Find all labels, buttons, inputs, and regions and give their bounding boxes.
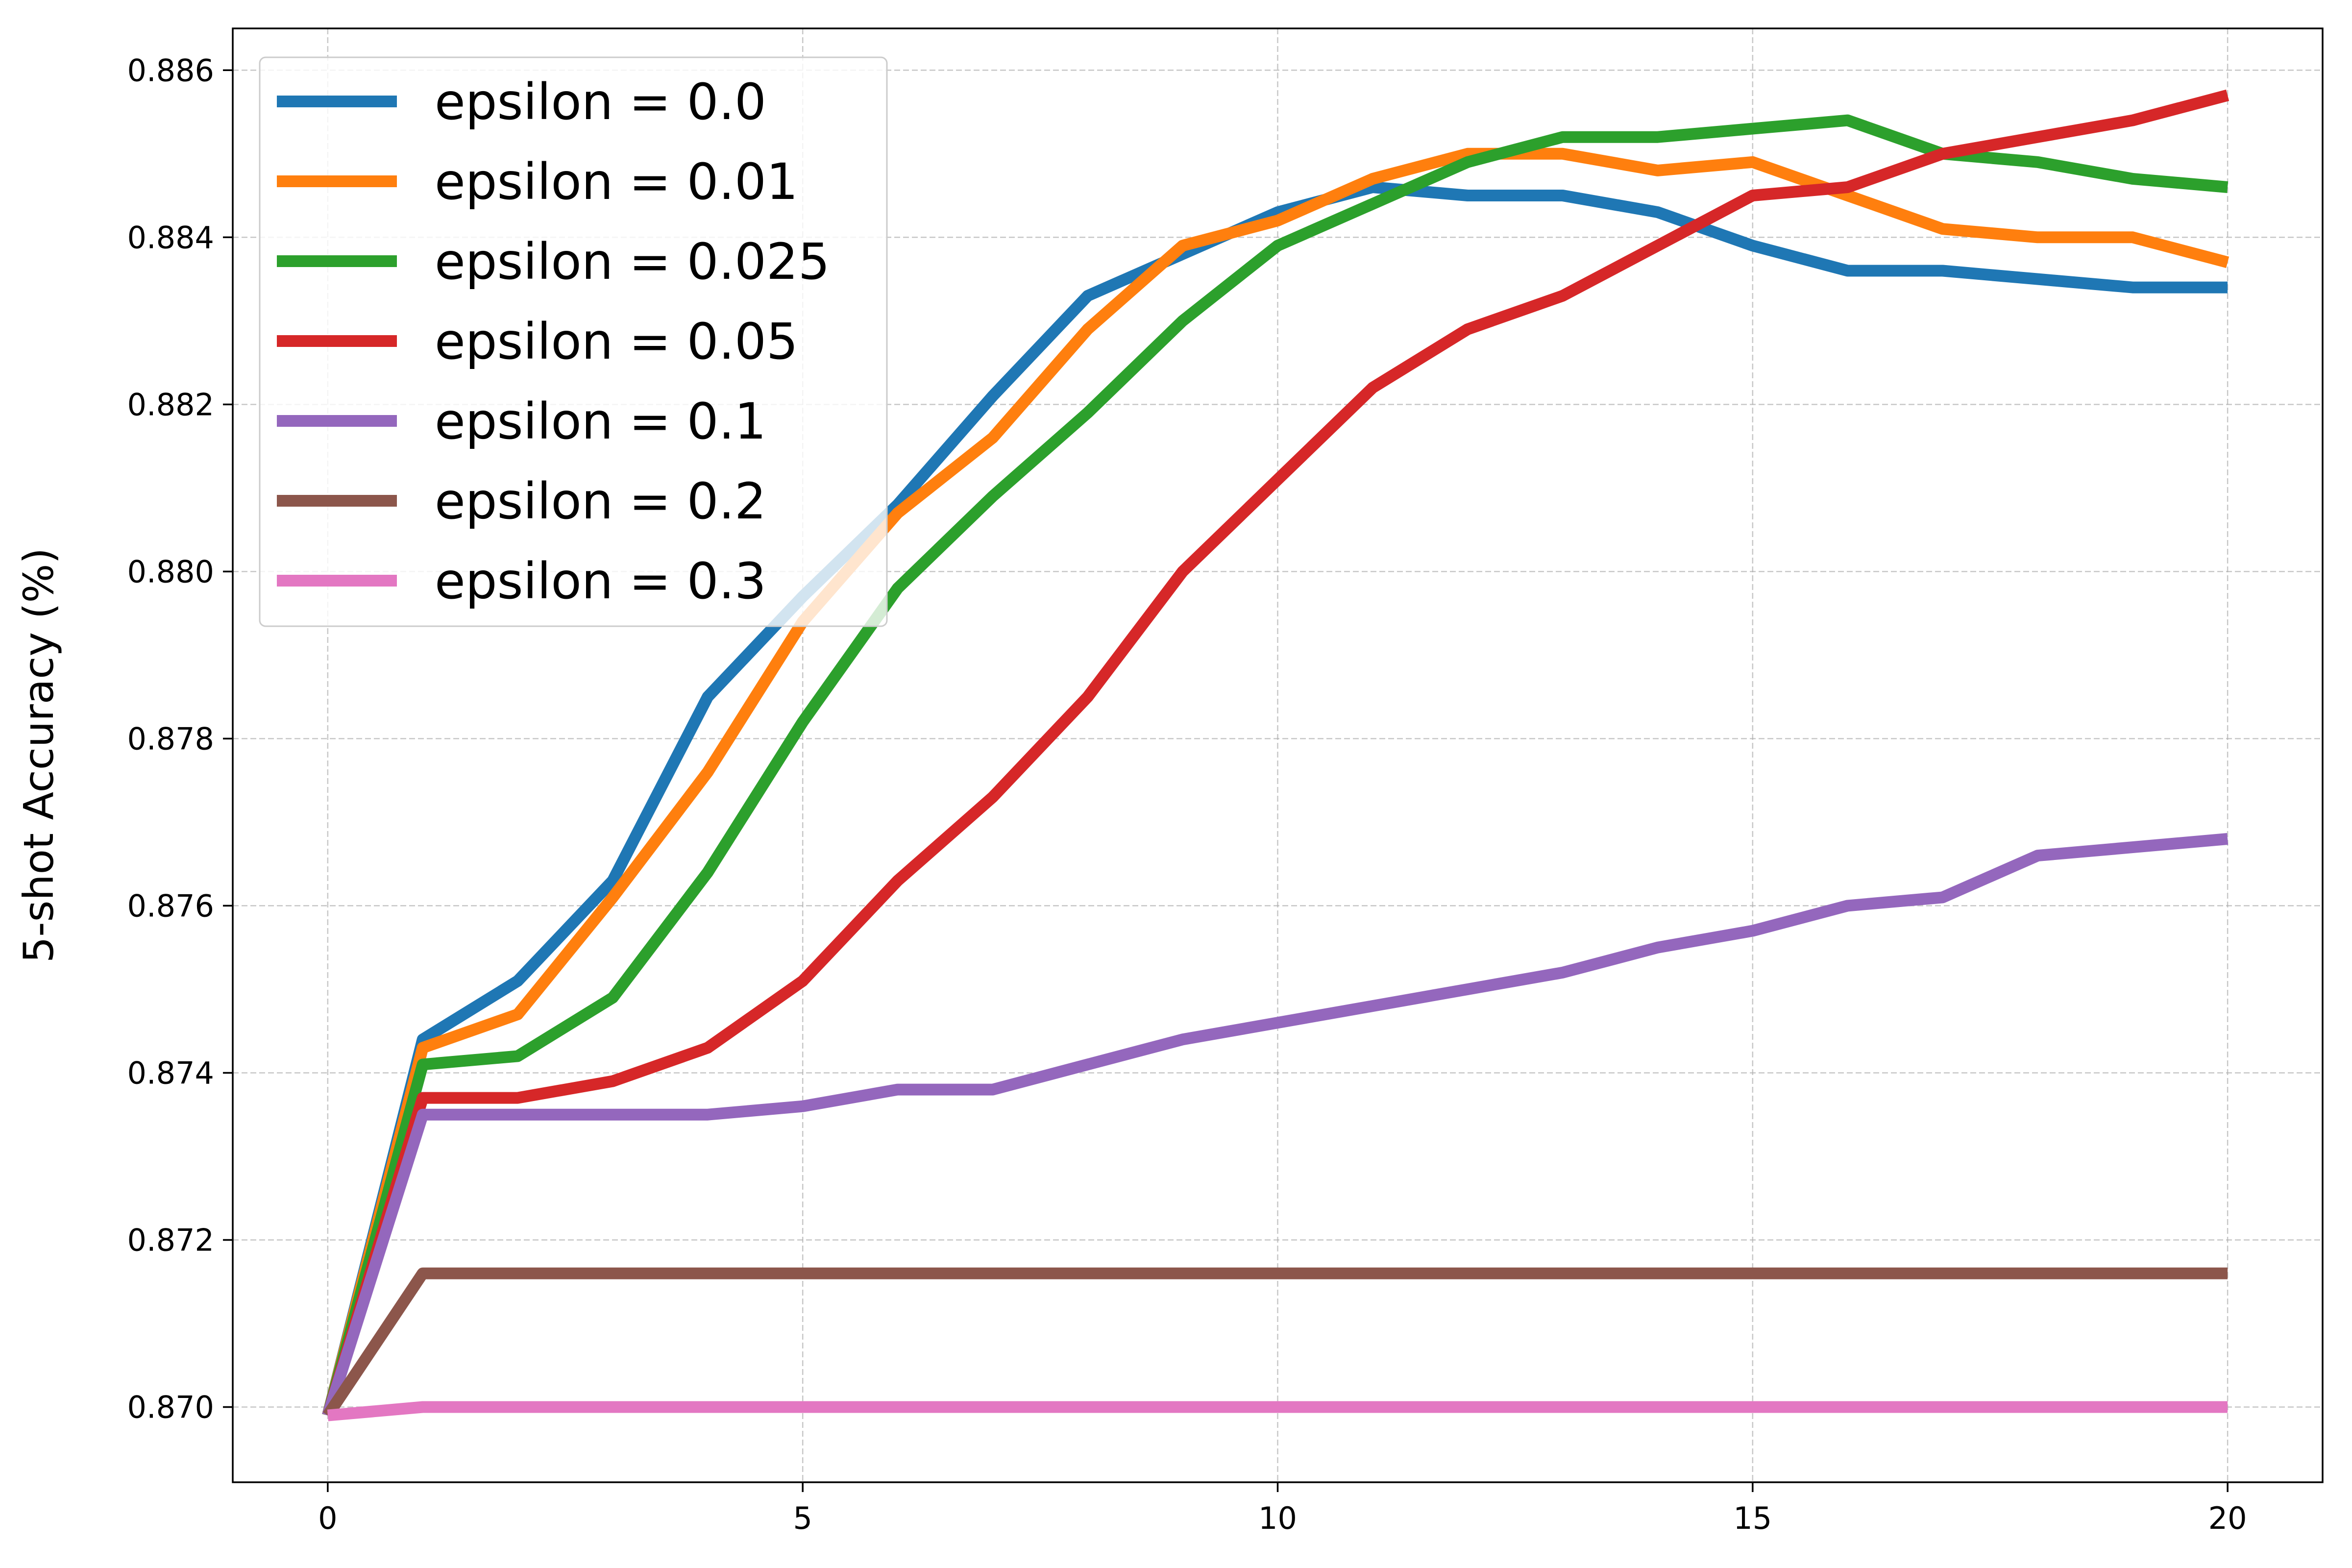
legend-box xyxy=(259,56,888,627)
legend-label: epsilon = 0.05 xyxy=(435,313,798,371)
x-tick-label: 5 xyxy=(793,1500,812,1536)
series-line-6 xyxy=(327,1401,2228,1421)
x-tick-label: 10 xyxy=(1258,1500,1297,1536)
y-tick-label: 0.872 xyxy=(127,1223,215,1258)
series-line-2 xyxy=(322,114,2229,1417)
axis-ticks: 0 5 10 15 20 0.870 0.872 0.874 0.876 0.878 0.880 0.… xyxy=(127,52,2247,1536)
y-tick-label: 0.886 xyxy=(127,52,215,88)
y-tick-label: 0.884 xyxy=(127,220,215,255)
x-tick-label: 15 xyxy=(1733,1500,1772,1536)
y-tick-label: 0.870 xyxy=(127,1390,215,1425)
legend-label: epsilon = 0.2 xyxy=(435,472,766,531)
legend: epsilon = 0.0 epsilon = 0.01 epsilon = 0.0… xyxy=(259,56,888,627)
x-tick-label: 0 xyxy=(318,1500,337,1536)
series-line-0 xyxy=(322,181,2228,1417)
legend-label: epsilon = 0.3 xyxy=(435,552,766,611)
legend-label: epsilon = 0.1 xyxy=(435,392,766,451)
y-tick-label: 0.874 xyxy=(127,1055,215,1091)
series-lines xyxy=(322,89,2230,1421)
y-tick-label: 0.876 xyxy=(127,888,215,924)
y-axis-label: 5-shot Accuracy (%) xyxy=(15,548,63,963)
y-tick-label: 0.878 xyxy=(127,721,215,757)
series-line-4 xyxy=(322,833,2229,1418)
legend-label: epsilon = 0.01 xyxy=(435,153,798,211)
series-line-5 xyxy=(322,1267,2228,1419)
y-tick-label: 0.880 xyxy=(127,554,215,589)
legend-label: epsilon = 0.025 xyxy=(435,233,830,291)
x-tick-label: 20 xyxy=(2208,1500,2247,1536)
legend-label: epsilon = 0.0 xyxy=(435,73,766,131)
y-tick-label: 0.882 xyxy=(127,387,215,422)
series-line-1 xyxy=(322,147,2230,1417)
series-line-3 xyxy=(322,89,2230,1418)
